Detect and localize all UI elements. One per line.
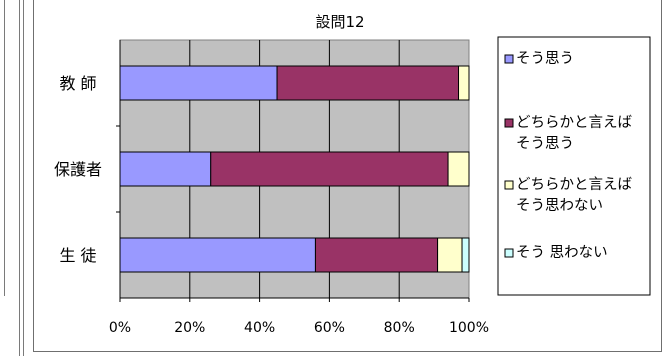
x-tick-label: 80%: [384, 320, 415, 336]
legend-label: そう 思わない: [516, 244, 608, 261]
legend-swatch: [504, 180, 514, 190]
x-tick-label: 40%: [244, 320, 275, 336]
bar-segment: [437, 237, 463, 273]
legend-swatch: [504, 248, 514, 258]
left-edge-line: [0, 0, 5, 296]
legend-label: どちらかと言えば: [516, 114, 632, 131]
x-tick-label: 20%: [174, 320, 205, 336]
legend-label: そう思わない: [516, 197, 603, 214]
bar-segment: [458, 65, 470, 101]
bar-segment: [314, 237, 439, 273]
category-label: 教 師: [59, 74, 96, 93]
bar-segment: [119, 65, 278, 101]
chart-title: 設問12: [315, 13, 364, 31]
category-label: 保護者: [54, 160, 102, 179]
bar-segment: [210, 151, 449, 187]
bar-segment: [447, 151, 470, 187]
x-tick-label: 100%: [449, 320, 489, 336]
legend-label: どちらかと言えば: [516, 176, 632, 193]
x-tick-label: 0%: [109, 320, 131, 336]
legend-swatch: [504, 54, 514, 64]
bar-segment: [119, 237, 316, 273]
legend-label: そう思う: [516, 136, 574, 152]
left-border-rule: [19, 0, 24, 356]
legend-swatch: [504, 118, 514, 128]
legend-box: [497, 36, 651, 296]
bar-segment: [276, 65, 460, 101]
legend-label: そう思う: [516, 51, 574, 67]
x-tick-label: 60%: [314, 320, 345, 336]
category-label: 生 徒: [59, 246, 96, 265]
bar-segment: [119, 151, 212, 187]
bar-segment: [461, 237, 470, 273]
